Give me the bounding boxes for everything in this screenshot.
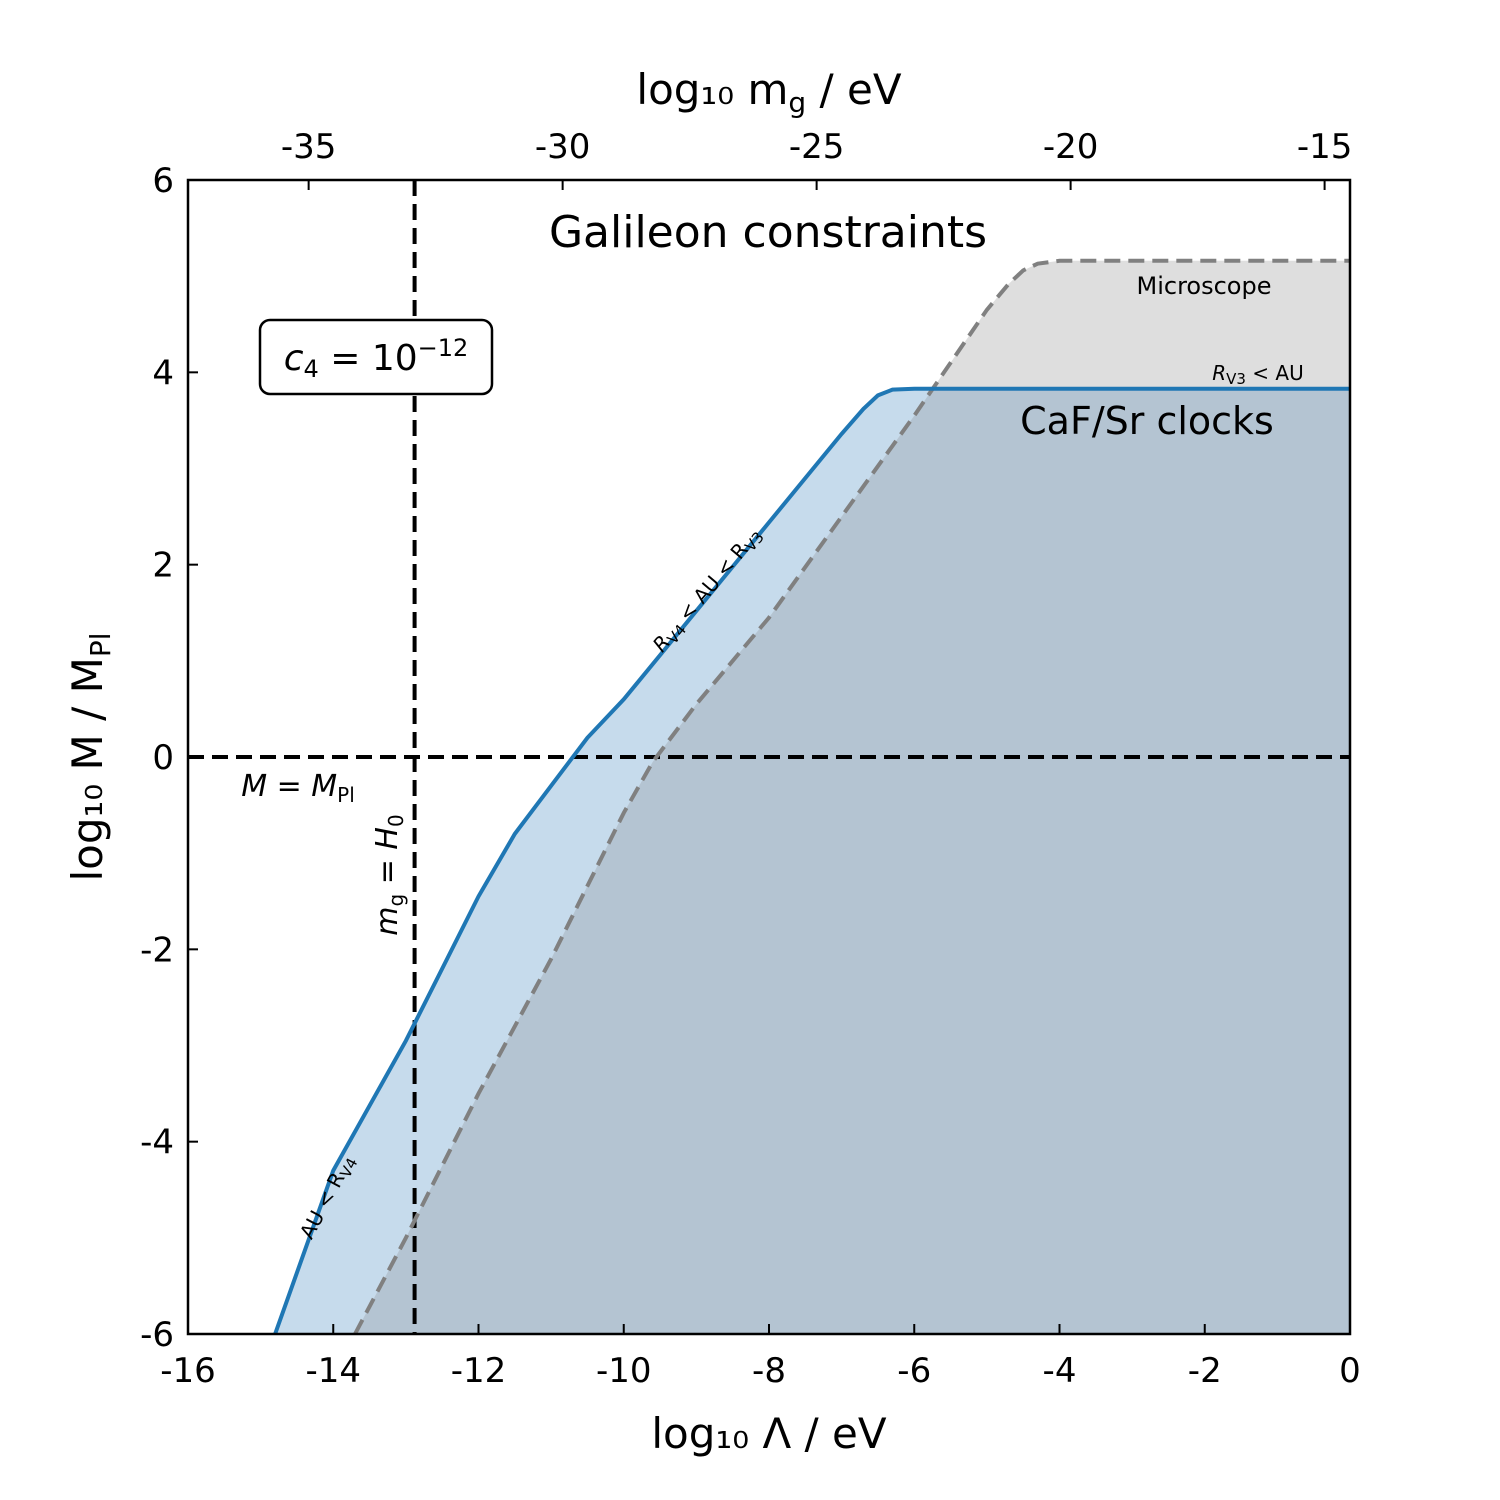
x-tick-label: -10: [596, 1351, 652, 1391]
x-tick-label: -2: [1188, 1351, 1222, 1391]
y-tick-label: 2: [152, 546, 174, 586]
x2-label-unit: / eV: [806, 65, 902, 114]
x2-tick-label: -20: [1043, 127, 1099, 167]
x-axis-label: log₁₀ Λ / eV: [651, 1409, 886, 1458]
x-tick-label: -14: [305, 1351, 361, 1391]
rv3-au-label: RV3 < AU: [1212, 361, 1304, 388]
chart-title: Galileon constraints: [549, 207, 987, 258]
constraint-curves: [273, 258, 1350, 1334]
x2-tick-label: -25: [789, 127, 845, 167]
x2-tick-label: -30: [535, 127, 591, 167]
y-tick-label: 0: [152, 738, 174, 778]
y-tick-label: -2: [140, 930, 174, 970]
y-tick-label: -6: [140, 1315, 174, 1355]
x2-tick-label: -35: [281, 127, 337, 167]
c4-annotation-box: c4 = 10−12: [258, 318, 494, 396]
x2-axis-label: log₁₀ mg / eV: [636, 65, 901, 119]
x2-label-main: log₁₀ m: [636, 65, 788, 114]
y-label-main: log₁₀ M / M: [63, 657, 112, 881]
clocks-curve: [273, 386, 1350, 1334]
microscope-label: Microscope: [1137, 272, 1272, 300]
y-tick-label: 4: [152, 353, 174, 393]
y-label-sub: Pl: [84, 632, 117, 657]
m-equals-mpl-label: M = MPl: [241, 769, 355, 807]
x-tick-label: -6: [897, 1351, 931, 1391]
x-tick-label: 0: [1339, 1351, 1361, 1391]
y-tick-label: 6: [152, 161, 174, 201]
constraint-fills: [275, 260, 1350, 1334]
y-axis-label: log₁₀ M / MPl: [63, 632, 117, 881]
clocks-label: CaF/Sr clocks: [1020, 399, 1274, 443]
x-tick-label: -16: [160, 1351, 216, 1391]
c4-text: c4 = 10−12: [284, 334, 469, 383]
x2-tick-label: -15: [1297, 127, 1353, 167]
mg-equals-h0-label: mg = H0: [370, 814, 408, 935]
x-tick-label: -4: [1043, 1351, 1077, 1391]
x-tick-label: -8: [752, 1351, 786, 1391]
overlap-fill: [355, 388, 1350, 1334]
x-tick-label: -12: [451, 1351, 507, 1391]
microscope-curve: [353, 258, 1350, 1334]
y-tick-label: -4: [140, 1123, 174, 1163]
x2-label-sub: g: [788, 86, 806, 119]
